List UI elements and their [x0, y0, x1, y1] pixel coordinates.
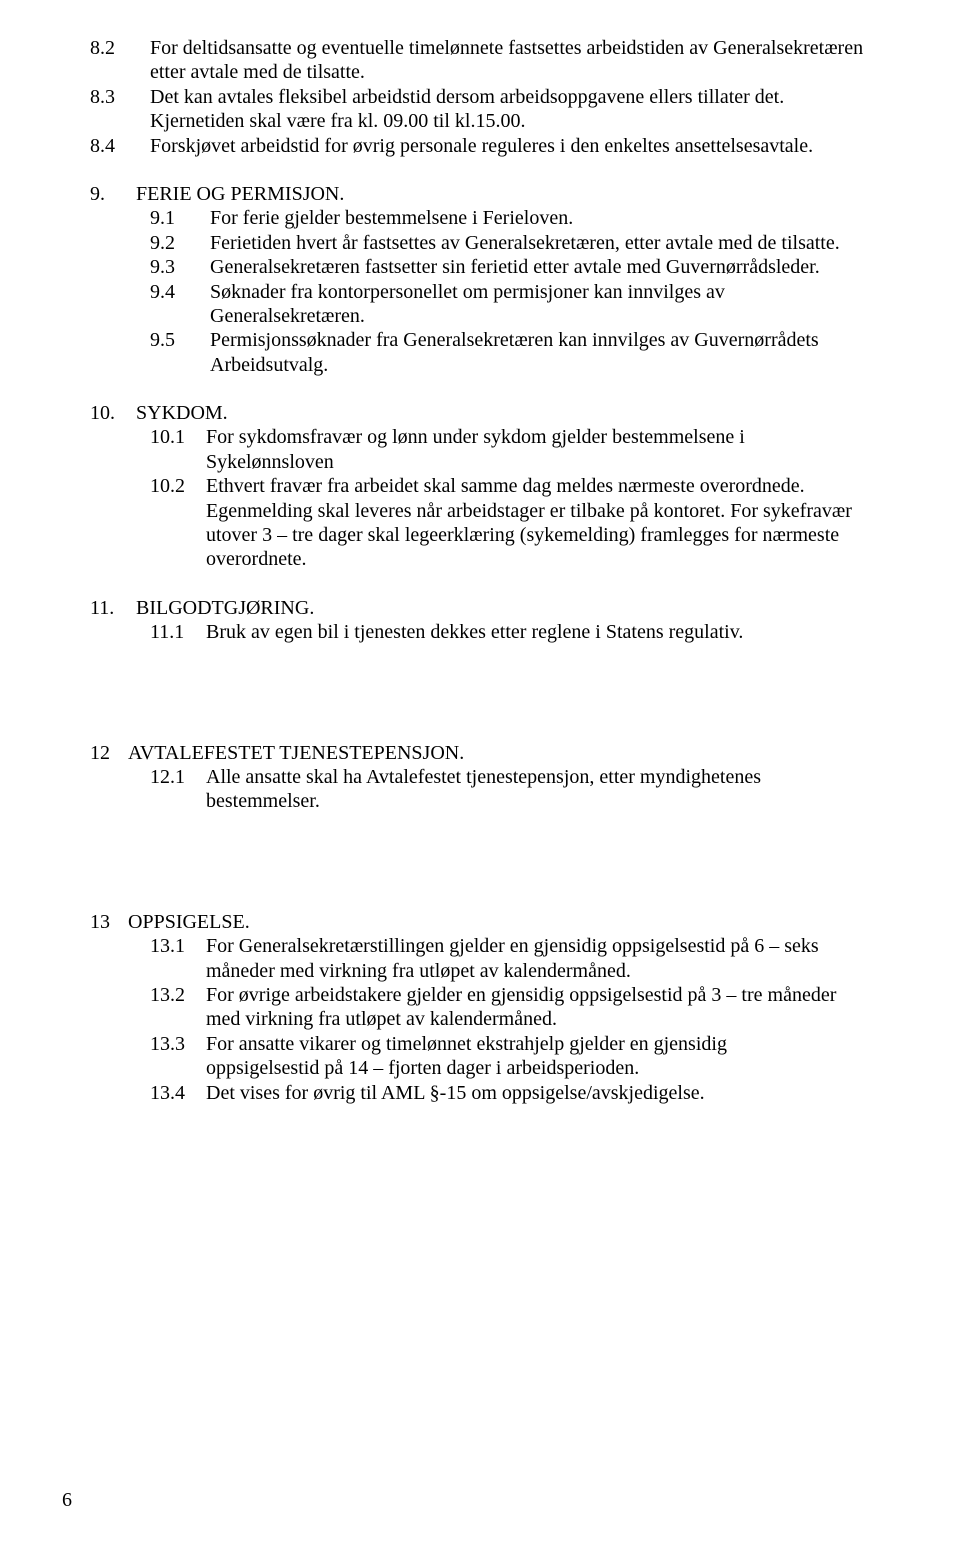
item-number: 9.3	[150, 255, 210, 279]
heading-number: 9.	[90, 182, 136, 206]
heading-number: 11.	[90, 596, 136, 620]
heading-number: 12	[90, 741, 128, 765]
item-12-1: 12.1 Alle ansatte skal ha Avtalefestet t…	[90, 765, 870, 789]
item-number: 8.4	[90, 134, 150, 158]
page-number: 6	[62, 1488, 72, 1512]
item-8-4: 8.4 Forskjøvet arbeidstid for øvrig pers…	[90, 134, 870, 158]
item-number: 10.1	[150, 425, 206, 449]
item-number: 13.4	[150, 1081, 206, 1105]
item-13-4: 13.4 Det vises for øvrig til AML §-15 om…	[90, 1081, 870, 1105]
item-10-1: 10.1 For sykdomsfravær og lønn under syk…	[90, 425, 870, 449]
item-8-2: 8.2 For deltidsansatte og eventuelle tim…	[90, 36, 870, 85]
heading-title: FERIE OG PERMISJON.	[136, 182, 870, 206]
heading-title: BILGODTGJØRING.	[136, 596, 870, 620]
item-number: 8.3	[90, 85, 150, 109]
item-13-1: 13.1 For Generalsekretærstillingen gjeld…	[90, 934, 870, 983]
item-text: For sykdomsfravær og lønn under sykdom g…	[206, 425, 870, 449]
item-text: Det kan avtales fleksibel arbeidstid der…	[150, 85, 870, 134]
item-number: 13.3	[150, 1032, 206, 1056]
heading-number: 13	[90, 910, 128, 934]
item-text: Ferietiden hvert år fastsettes av Genera…	[210, 231, 870, 255]
item-number: 13.2	[150, 983, 206, 1007]
item-text: Alle ansatte skal ha Avtalefestet tjenes…	[206, 765, 870, 789]
item-9-3: 9.3 Generalsekretæren fastsetter sin fer…	[90, 255, 870, 279]
item-number: 9.1	[150, 206, 210, 230]
heading-12: 12 AVTALEFESTET TJENESTEPENSJON.	[90, 741, 870, 765]
item-13-2: 13.2 For øvrige arbeidstakere gjelder en…	[90, 983, 870, 1032]
item-9-5: 9.5 Permisjonssøknader fra Generalsekret…	[90, 328, 870, 377]
heading-10: 10. SYKDOM.	[90, 401, 870, 425]
heading-9: 9. FERIE OG PERMISJON.	[90, 182, 870, 206]
heading-title: AVTALEFESTET TJENESTEPENSJON.	[128, 741, 870, 765]
item-number: 8.2	[90, 36, 150, 60]
item-text: For ferie gjelder bestemmelsene i Feriel…	[210, 206, 870, 230]
item-11-1: 11.1 Bruk av egen bil i tjenesten dekkes…	[90, 620, 870, 644]
item-9-2: 9.2 Ferietiden hvert år fastsettes av Ge…	[90, 231, 870, 255]
item-text: Bruk av egen bil i tjenesten dekkes ette…	[206, 620, 870, 644]
item-text: Søknader fra kontorpersonellet om permis…	[210, 280, 870, 329]
item-text: Generalsekretæren fastsetter sin ferieti…	[210, 255, 870, 279]
item-10-2: 10.2 Ethvert fravær fra arbeidet skal sa…	[90, 474, 870, 498]
heading-13: 13 OPPSIGELSE.	[90, 910, 870, 934]
item-number: 9.5	[150, 328, 210, 352]
item-12-1-cont: bestemmelser.	[90, 789, 870, 813]
item-9-1: 9.1 For ferie gjelder bestemmelsene i Fe…	[90, 206, 870, 230]
heading-title: SYKDOM.	[136, 401, 870, 425]
item-13-3-cont: oppsigelsestid på 14 – fjorten dager i a…	[90, 1056, 870, 1080]
heading-title: OPPSIGELSE.	[128, 910, 870, 934]
item-text: Forskjøvet arbeidstid for øvrig personal…	[150, 134, 870, 158]
item-number: 13.1	[150, 934, 206, 958]
item-9-4: 9.4 Søknader fra kontorpersonellet om pe…	[90, 280, 870, 329]
item-number: 12.1	[150, 765, 206, 789]
heading-11: 11. BILGODTGJØRING.	[90, 596, 870, 620]
item-number: 10.2	[150, 474, 206, 498]
document-page: 8.2 For deltidsansatte og eventuelle tim…	[0, 0, 960, 1554]
item-number: 11.1	[150, 620, 206, 644]
item-text: Det vises for øvrig til AML §-15 om opps…	[206, 1081, 870, 1105]
item-text: For øvrige arbeidstakere gjelder en gjen…	[206, 983, 870, 1032]
item-number: 9.4	[150, 280, 210, 304]
item-text: For Generalsekretærstillingen gjelder en…	[206, 934, 870, 983]
heading-number: 10.	[90, 401, 136, 425]
item-text: Permisjonssøknader fra Generalsekretæren…	[210, 328, 870, 377]
item-text: For deltidsansatte og eventuelle timeløn…	[150, 36, 870, 85]
item-number: 9.2	[150, 231, 210, 255]
item-10-1-cont: Sykelønnsloven	[90, 450, 870, 474]
item-8-3: 8.3 Det kan avtales fleksibel arbeidstid…	[90, 85, 870, 134]
item-10-2-cont: Egenmelding skal leveres når arbeidstage…	[90, 499, 870, 572]
item-text: Ethvert fravær fra arbeidet skal samme d…	[206, 474, 870, 498]
item-13-3: 13.3 For ansatte vikarer og timelønnet e…	[90, 1032, 870, 1056]
item-text: For ansatte vikarer og timelønnet ekstra…	[206, 1032, 870, 1056]
